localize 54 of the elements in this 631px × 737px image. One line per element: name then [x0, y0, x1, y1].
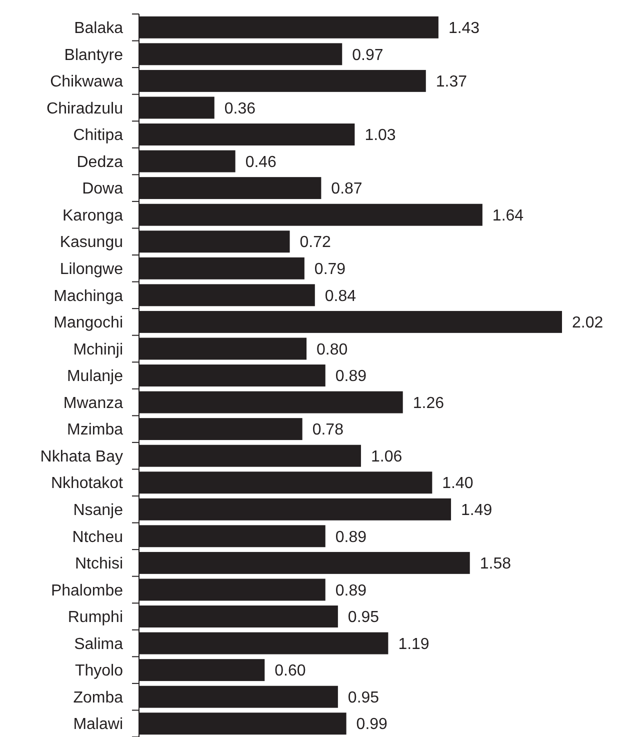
data-label: 0.78: [312, 422, 344, 439]
data-label: 1.58: [480, 556, 512, 573]
data-label: 0.72: [300, 234, 332, 252]
data-label: 1.06: [370, 448, 402, 466]
y-tick-label: Mchinji: [73, 341, 123, 358]
data-label: 1.64: [492, 207, 524, 224]
data-label: 0.97: [352, 46, 384, 64]
y-tick-label: Mwanza: [63, 394, 124, 412]
y-tick-label: Chiradzulu: [46, 100, 123, 118]
data-label: 0.95: [348, 609, 380, 626]
y-tick-label: Machinga: [54, 288, 124, 305]
y-tick-label: Nkhata Bay: [40, 448, 123, 466]
data-label: 1.19: [398, 636, 430, 653]
y-tick-label: Dowa: [82, 180, 124, 198]
y-tick-label: Karonga: [62, 207, 124, 224]
y-tick-label: Salima: [74, 636, 124, 653]
y-tick-label: Blantyre: [64, 46, 124, 64]
data-label: 0.46: [245, 154, 277, 171]
y-tick-label: Rumphi: [68, 609, 123, 626]
y-tick-label: Mzimba: [66, 422, 124, 439]
y-tick-label: Malawi: [73, 716, 123, 734]
data-label: 0.79: [314, 260, 346, 278]
y-tick-label: Ntcheu: [72, 528, 123, 546]
data-label: 0.89: [335, 528, 367, 546]
data-label: 1.40: [442, 475, 474, 492]
y-tick-label: Phalombe: [50, 582, 124, 600]
y-tick-label: Ntchisi: [74, 556, 123, 573]
data-label: 1.03: [364, 127, 396, 144]
data-label: 1.37: [436, 74, 468, 91]
y-tick-label: Nkhotakot: [50, 475, 124, 492]
data-label: 0.89: [335, 368, 367, 386]
data-label: 1.43: [448, 20, 480, 37]
y-tick-label: Lilongwe: [60, 260, 124, 278]
y-tick-label: Dedza: [76, 154, 124, 171]
y-tick-label: Nsanje: [73, 502, 124, 519]
y-tick-label: Thyolo: [74, 662, 124, 680]
data-label: 0.87: [331, 180, 362, 198]
data-label: 2.02: [572, 314, 604, 332]
data-label: 0.95: [348, 689, 380, 706]
y-tick-label: Mulanje: [66, 368, 124, 386]
data-label: 0.36: [224, 100, 256, 118]
data-label: 0.89: [335, 582, 367, 600]
y-tick-label: Chikwawa: [50, 74, 124, 91]
data-label: 1.26: [412, 394, 444, 412]
data-label: 0.80: [316, 341, 348, 358]
data-label: 0.84: [324, 288, 356, 305]
y-tick-label: Chitipa: [73, 127, 124, 144]
y-tick-label: Kasungu: [60, 234, 123, 252]
data-label: 1.49: [461, 502, 492, 519]
data-label: 0.99: [356, 716, 388, 734]
y-tick-label: Balaka: [74, 20, 124, 37]
y-tick-label: Zomba: [73, 689, 124, 706]
y-tick-label: Mangochi: [54, 314, 123, 332]
data-label: 0.60: [274, 662, 306, 680]
